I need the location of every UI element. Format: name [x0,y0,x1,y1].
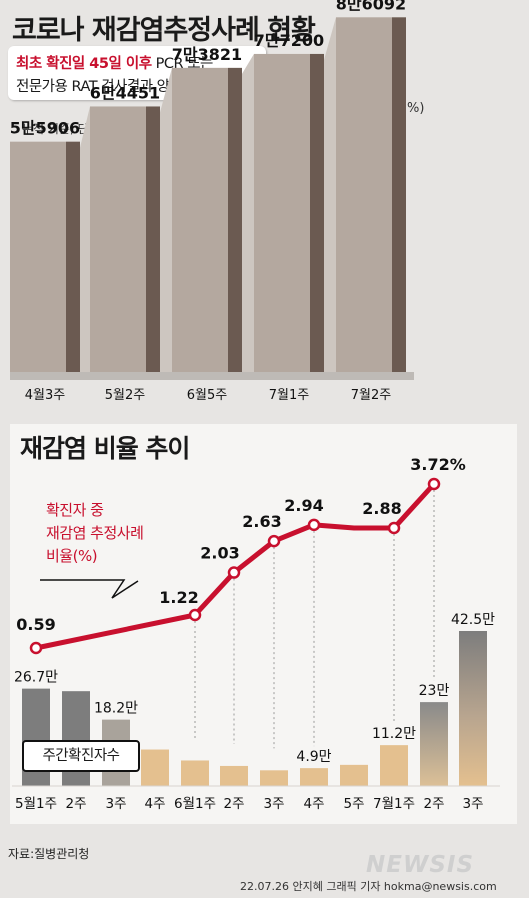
reinfection-rate-chart: 26.7만 18.2만 4.9만 11.2만 23만 42.5만 5월1주 2주 3주 4주 6월1… [12,455,500,812]
cumulative-bar-side [228,67,242,372]
rate-chart-title: 재감염 비율 추이 [20,434,190,463]
chart-base [10,372,414,380]
week-label: 3주 [263,796,284,812]
rate-point [427,477,441,491]
rate-value-label: 3.72% [410,455,466,474]
source-label: 자료:질병관리청 [8,847,90,861]
credit-line: 22.07.26 안지혜 그래픽 기자 hokma@newsis.com [240,880,497,893]
weekly-cases-bar [141,749,169,786]
rate-value-label: 2.88 [362,499,401,518]
weekly-cases-label: 주간확진자수 [22,740,140,772]
definition-note-line2: 전문가용 RAT 검사결과 양성 확인 [16,79,213,95]
cumulative-bar-side [66,141,80,372]
rate-point [267,534,281,548]
bar-connector [80,106,90,372]
callout-tail [40,579,139,599]
page-title: 코로나 재감염추정사례 현황 [12,15,316,46]
category-label: 7월2주 [351,388,392,403]
cumulative-bar [254,53,310,372]
weekly-cases-bar [181,760,209,786]
rate-point [29,641,43,655]
week-label: 3주 [462,796,483,812]
weekly-cases-bar [459,631,487,786]
weekly-cases-label: 23만 [419,683,450,699]
cumulative-bar [336,17,392,372]
bar-value-label: 7만3821 [172,45,242,64]
reinfection-rate-line [33,481,437,651]
week-label: 5월1주 [15,796,57,812]
rate-value-label: 1.22 [159,588,198,607]
week-label: 2주 [223,796,244,812]
weekly-cases-label: 4.9만 [296,749,331,765]
bar-value-label: 6만4451 [90,83,160,102]
bar-connector [242,53,254,372]
week-label: 4주 [303,796,324,812]
bar-connector [324,17,336,372]
cumulative-bar-side [146,106,160,372]
category-label: 5월2주 [105,388,146,403]
definition-note-highlight: 최초 확진일 45일 이후 [16,56,152,72]
cumulative-bar [10,141,66,372]
weekly-cases-bar [260,770,288,786]
rate-value-label: 2.94 [284,496,323,515]
weekly-cases-label: 18.2만 [94,701,138,717]
rate-value-label: 0.59 [16,615,55,634]
rate-note: 확진자 중 재감염 추정사례 비율(%) [46,499,144,568]
category-label: 7월1주 [269,388,310,403]
rate-value-label: 2.63 [242,512,281,531]
bar-value-label: 7만7200 [254,31,324,50]
weekly-cases-label: 26.7만 [14,670,58,686]
bar-value-label: 8만6092 [336,0,406,13]
weekly-cases-label: 11.2만 [372,726,416,742]
newsis-logo: NEWSIS [366,852,475,878]
category-label: 4월3주 [25,388,66,403]
rate-value-label: 2.03 [200,544,239,563]
weekly-cases-bar [300,768,328,786]
rate-point [188,608,202,622]
week-label: 2주 [423,796,444,812]
rate-point [307,518,321,532]
cumulative-bar [90,106,146,372]
week-label: 3주 [105,796,126,812]
rate-point [227,566,241,579]
week-label: 5주 [343,796,364,812]
weekly-cases-bar [340,764,368,786]
week-label: 7월1주 [373,796,415,812]
weekly-cases-label: 42.5만 [451,612,495,628]
rate-note-line1: 확진자 중 [46,501,104,519]
cumulative-reinfection-chart: 5만5906 4월3주 6만4451 5월2주 7만3821 6월5주 7만7200 7월1주… [10,0,414,403]
cumulative-bar [172,67,228,372]
week-label: 4주 [144,796,165,812]
rate-note-line3: 비율(%) [46,547,98,565]
weekly-cases-bar [220,765,248,786]
weekly-cases-bar [420,702,448,786]
bar-value-label: 5만5906 [10,119,80,138]
cumulative-bar-side [392,17,406,372]
weekly-cases-bar [380,745,408,786]
cumulative-bar-side [310,53,324,372]
category-label: 6월5주 [187,388,228,403]
bar-connector [160,67,172,372]
week-label: 6월1주 [174,796,216,812]
rate-note-line2: 재감염 추정사례 [46,524,144,542]
rate-point [387,521,401,535]
week-label: 2주 [65,796,86,812]
